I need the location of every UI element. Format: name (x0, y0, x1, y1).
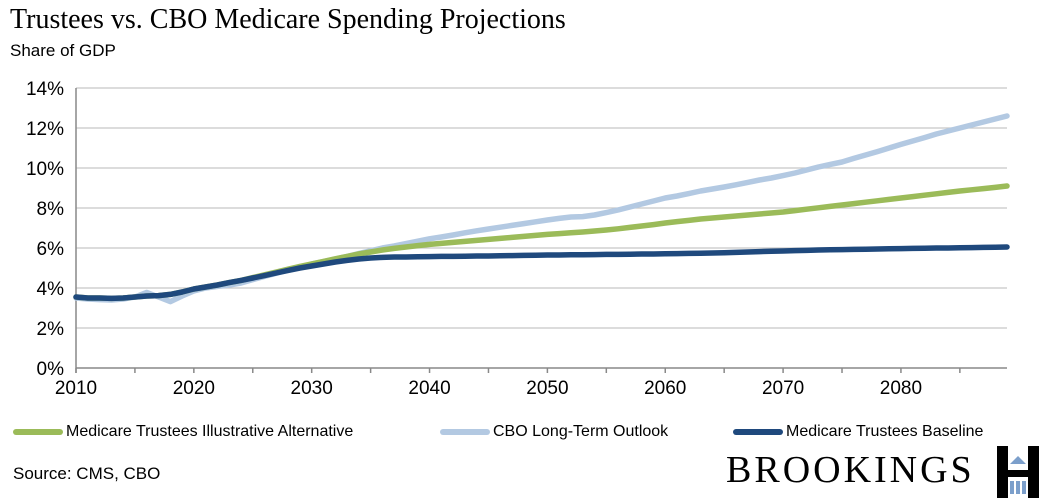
x-axis-label: 2010 (55, 378, 97, 399)
x-axis-label: 2070 (762, 378, 804, 399)
y-axis-label: 0% (37, 359, 65, 380)
x-axis-label: 2080 (880, 378, 922, 399)
brookings-building-icon (997, 446, 1039, 498)
logo-column-icon (1010, 481, 1014, 494)
logo-right-pillar (1028, 446, 1039, 498)
x-axis-label: 2030 (291, 378, 333, 399)
source-note: Source: CMS, CBO (13, 464, 161, 483)
y-axis-label: 14% (26, 79, 64, 100)
logo-column-icon (1022, 481, 1026, 494)
x-axis-label: 2020 (173, 378, 215, 399)
chart-subtitle: Share of GDP (10, 41, 116, 60)
legend-label: Medicare Trustees Baseline (786, 423, 984, 440)
series-line-navy (73, 244, 1010, 302)
chart-title: Trustees vs. CBO Medicare Spending Proje… (10, 4, 566, 35)
logo-column-icon (1016, 481, 1020, 494)
legend-item: Medicare Trustees Baseline (733, 422, 983, 442)
legend-label: Medicare Trustees Illustrative Alternati… (66, 423, 354, 440)
x-axis-label: 2050 (526, 378, 568, 399)
legend-swatch-light_blue (440, 429, 490, 435)
x-axis-label: 2060 (644, 378, 686, 399)
y-axis-label: 2% (37, 319, 65, 340)
y-axis-label: 6% (37, 239, 65, 260)
logo-left-pillar (997, 446, 1008, 498)
brand-wordmark: BROOKINGS (726, 449, 975, 491)
series-line-green (73, 183, 1010, 302)
logo-pediment-icon (1010, 456, 1026, 464)
legend-swatch-navy (733, 429, 783, 435)
y-axis-label: 12% (26, 119, 64, 140)
y-axis-label: 8% (37, 199, 65, 220)
logo-crossbar (1007, 470, 1029, 477)
legend-item: CBO Long-Term Outlook (440, 422, 668, 442)
series-line-light_blue (73, 113, 1010, 305)
y-axis-label: 10% (26, 159, 64, 180)
y-axis-label: 4% (37, 279, 65, 300)
legend-item: Medicare Trustees Illustrative Alternati… (13, 422, 353, 442)
legend-swatch-green (13, 429, 63, 435)
legend-label: CBO Long-Term Outlook (493, 423, 669, 440)
brookings-brand: BROOKINGS (726, 446, 1043, 498)
chart-legend: Medicare Trustees Illustrative Alternati… (0, 422, 1043, 442)
x-axis-label: 2040 (408, 378, 450, 399)
